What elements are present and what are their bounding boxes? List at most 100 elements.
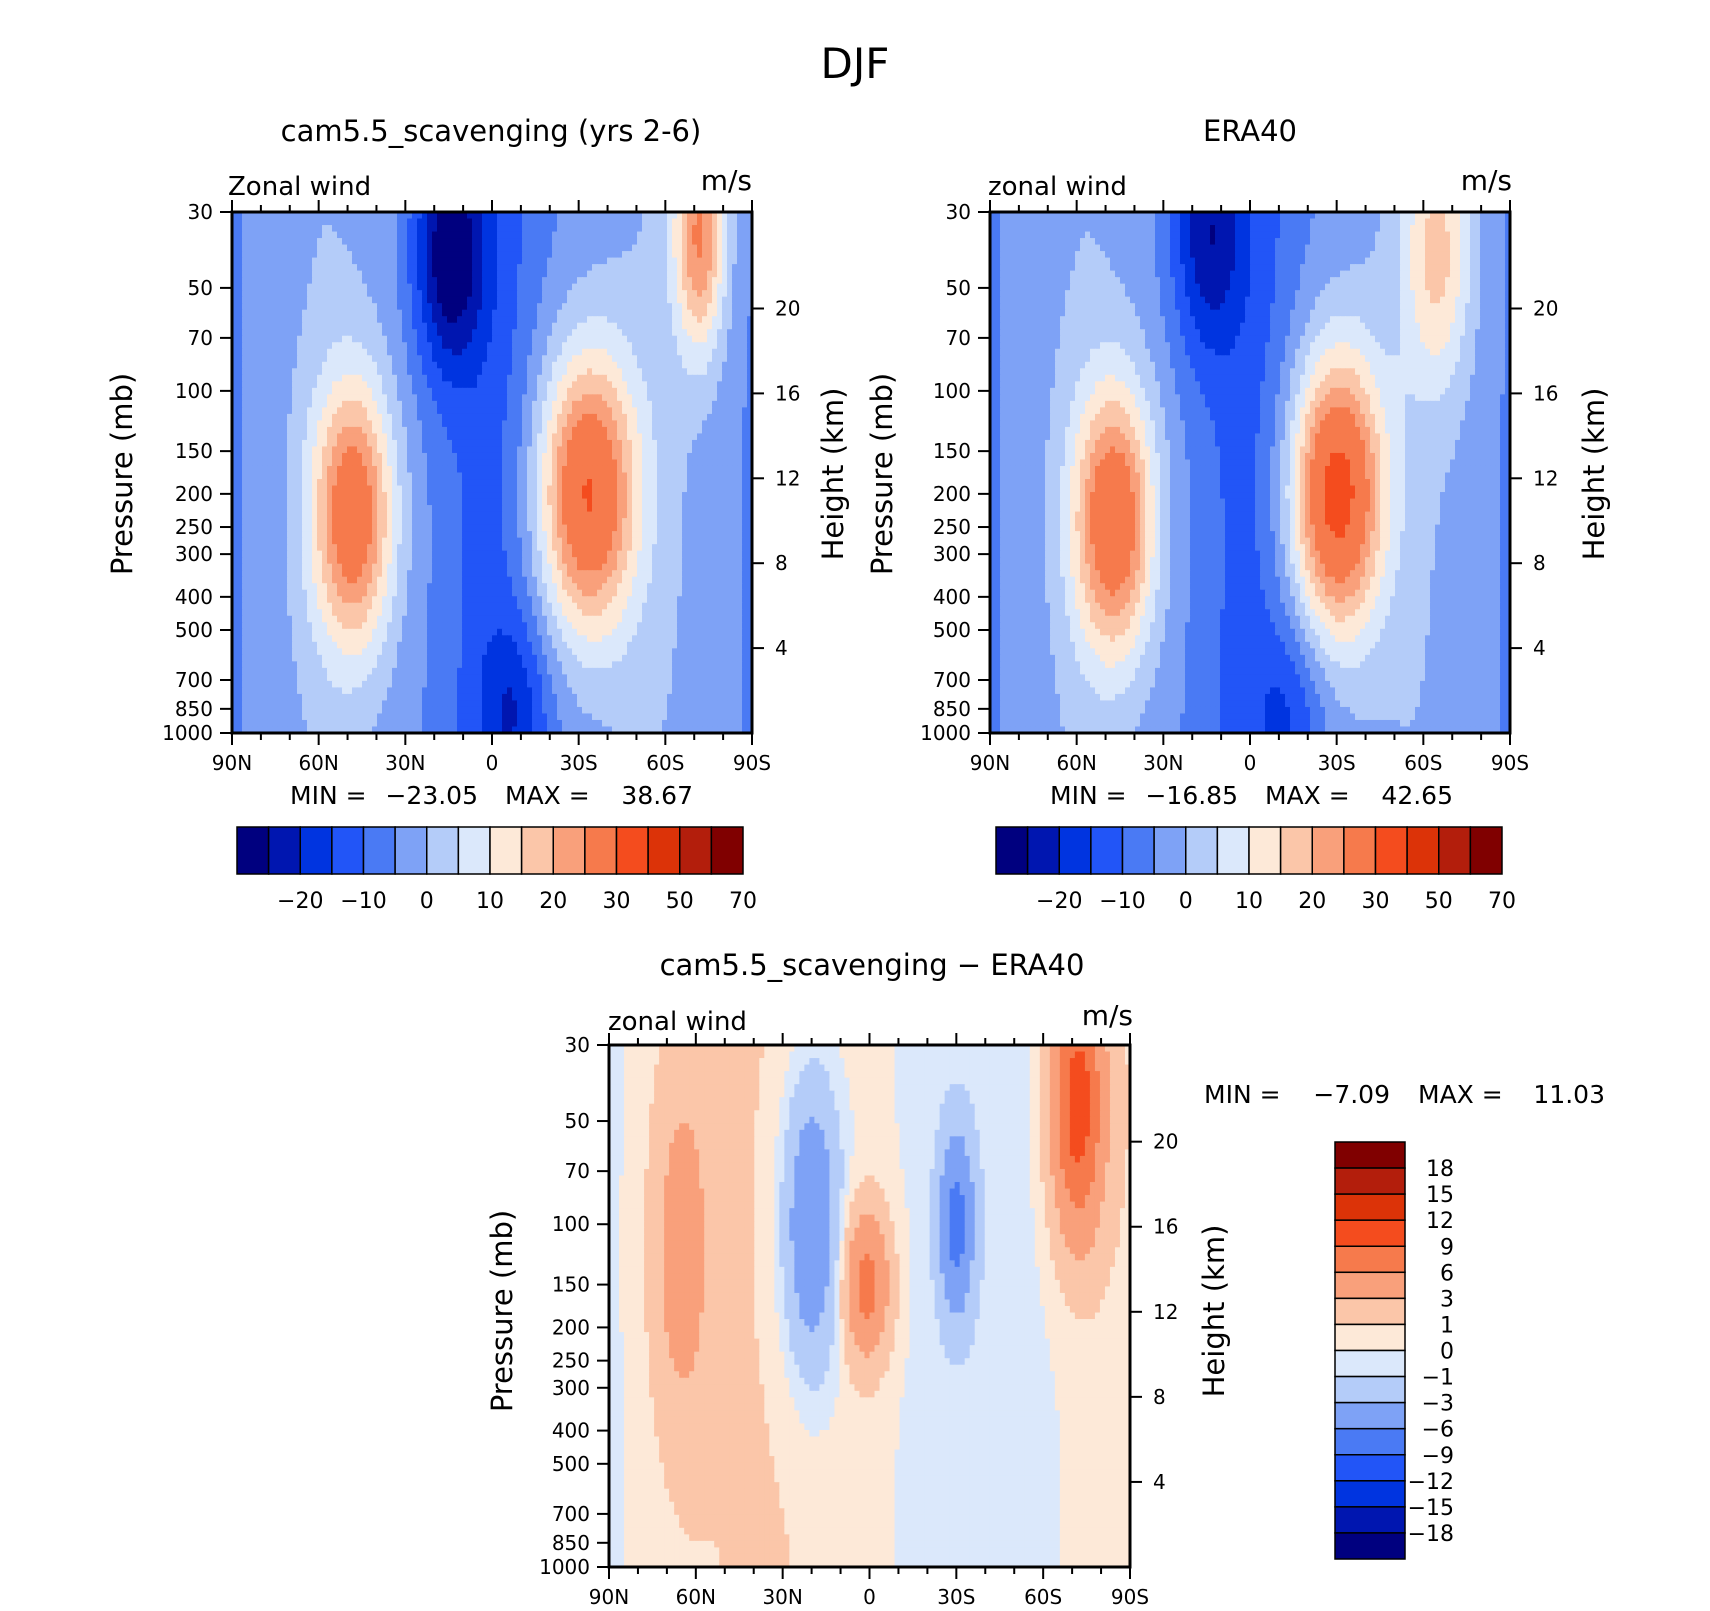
- contour-cell: [497, 264, 503, 272]
- contour-cell: [577, 244, 583, 252]
- contour-cell: [372, 368, 378, 376]
- contour-cell: [367, 270, 373, 278]
- contour-cell: [532, 472, 538, 480]
- contour-cell: [492, 413, 498, 421]
- contour-cell: [587, 374, 593, 382]
- contour-cell: [652, 400, 658, 408]
- contour-cell: [592, 329, 598, 337]
- contour-cell: [567, 420, 573, 428]
- contour-cell: [287, 244, 293, 252]
- contour-cell: [672, 394, 678, 402]
- contour-cell: [582, 342, 588, 350]
- contour-cell: [342, 290, 348, 298]
- contour-cell: [452, 296, 458, 304]
- contour-cell: [497, 394, 503, 402]
- contour-cell: [362, 446, 368, 454]
- contour-cell: [497, 238, 503, 246]
- contour-cell: [382, 511, 388, 519]
- contour-cell: [592, 251, 598, 259]
- contour-cell: [732, 505, 738, 513]
- contour-cell: [567, 257, 573, 265]
- contour-cell: [707, 433, 713, 441]
- contour-cell: [357, 225, 363, 233]
- contour-cell: [357, 231, 363, 239]
- contour-cell: [242, 498, 248, 506]
- contour-cell: [237, 407, 243, 415]
- contour-cell: [302, 270, 308, 278]
- contour-cell: [357, 316, 363, 324]
- contour-cell: [417, 485, 423, 493]
- contour-cell: [677, 368, 683, 376]
- contour-cell: [617, 465, 623, 474]
- contour-cell: [302, 296, 308, 304]
- contour-cell: [342, 511, 348, 519]
- contour-cell: [512, 446, 518, 454]
- contour-cell: [682, 303, 688, 311]
- contour-cell: [552, 283, 558, 291]
- contour-cell: [342, 218, 348, 226]
- contour-cell: [687, 472, 693, 480]
- contour-cell: [482, 426, 488, 435]
- contour-cell: [682, 244, 688, 252]
- contour-cell: [507, 225, 513, 233]
- contour-cell: [237, 465, 243, 474]
- contour-cell: [677, 420, 683, 428]
- contour-cell: [357, 485, 363, 493]
- contour-cell: [422, 348, 428, 356]
- contour-cell: [432, 472, 438, 480]
- contour-cell: [492, 277, 498, 285]
- contour-cell: [287, 361, 293, 369]
- contour-cell: [282, 407, 288, 415]
- contour-cell: [637, 329, 643, 337]
- contour-cell: [707, 342, 713, 350]
- contour-cell: [247, 511, 253, 519]
- contour-cell: [457, 381, 463, 389]
- contour-cell: [657, 413, 663, 421]
- contour-cell: [412, 264, 418, 272]
- contour-cell: [532, 374, 538, 382]
- contour-cell: [332, 400, 338, 408]
- contour-cell: [587, 387, 593, 395]
- contour-cell: [447, 465, 453, 474]
- contour-cell: [672, 374, 678, 382]
- contour-cell: [287, 231, 293, 239]
- contour-cell: [707, 309, 713, 317]
- contour-cell: [362, 257, 368, 265]
- contour-cell: [692, 374, 698, 382]
- contour-cell: [632, 355, 638, 363]
- contour-cell: [347, 257, 353, 265]
- contour-cell: [372, 518, 378, 526]
- contour-cell: [382, 492, 388, 500]
- contour-cell: [267, 296, 273, 304]
- contour-cell: [317, 400, 323, 408]
- contour-cell: [672, 433, 678, 441]
- contour-cell: [377, 322, 383, 330]
- contour-cell: [462, 426, 468, 435]
- contour-cell: [537, 270, 543, 278]
- contour-cell: [642, 400, 648, 408]
- contour-cell: [462, 296, 468, 304]
- contour-cell: [572, 394, 578, 402]
- contour-cell: [257, 270, 263, 278]
- contour-cell: [747, 498, 753, 506]
- contour-cell: [232, 231, 238, 239]
- contour-cell: [282, 420, 288, 428]
- contour-cell: [357, 335, 363, 343]
- contour-cell: [452, 264, 458, 272]
- contour-cell: [527, 374, 533, 382]
- contour-cell: [632, 439, 638, 448]
- contour-cell: [442, 355, 448, 363]
- contour-cell: [427, 348, 433, 356]
- contour-cell: [587, 277, 593, 285]
- contour-cell: [422, 277, 428, 285]
- contour-cell: [672, 420, 678, 428]
- contour-cell: [597, 335, 603, 343]
- contour-cell: [662, 374, 668, 382]
- contour-cell: [747, 407, 753, 415]
- contour-cell: [677, 322, 683, 330]
- contour-cell: [512, 381, 518, 389]
- contour-cell: [317, 290, 323, 298]
- contour-cell: [477, 498, 483, 506]
- contour-cell: [652, 459, 658, 467]
- contour-cell: [502, 244, 508, 252]
